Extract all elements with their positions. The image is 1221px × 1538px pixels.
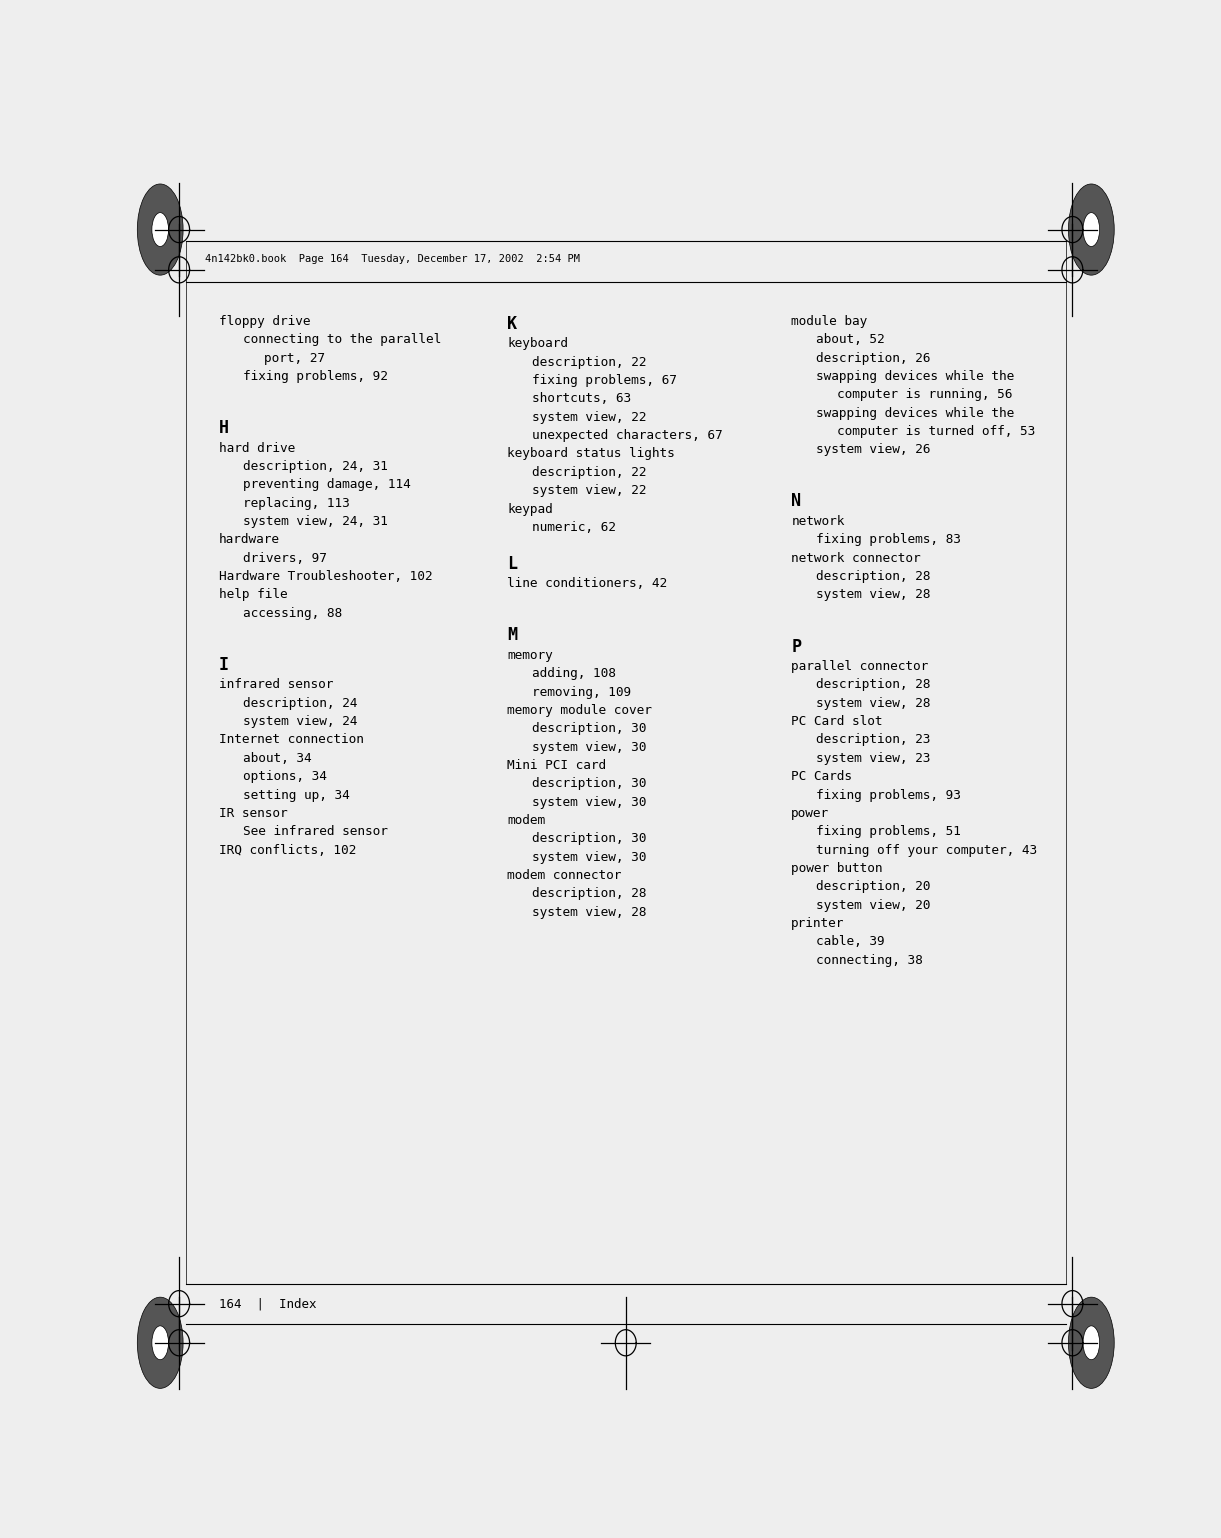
Text: network: network [791, 515, 845, 528]
Text: fixing problems, 51: fixing problems, 51 [816, 826, 961, 838]
Text: numeric, 62: numeric, 62 [532, 521, 615, 534]
Text: system view, 22: system view, 22 [532, 411, 646, 424]
Text: drivers, 97: drivers, 97 [243, 552, 327, 564]
Text: unexpected characters, 67: unexpected characters, 67 [532, 429, 723, 441]
Text: memory: memory [508, 649, 553, 661]
Text: description, 30: description, 30 [532, 832, 646, 846]
Text: keypad: keypad [508, 503, 553, 515]
Text: computer is turned off, 53: computer is turned off, 53 [836, 424, 1035, 438]
Text: Mini PCI card: Mini PCI card [508, 758, 607, 772]
Text: cable, 39: cable, 39 [816, 935, 884, 949]
Text: IR sensor: IR sensor [219, 807, 287, 820]
Ellipse shape [151, 1326, 168, 1360]
Text: system view, 28: system view, 28 [816, 697, 930, 709]
Text: network connector: network connector [791, 552, 921, 564]
Text: help file: help file [219, 589, 287, 601]
Text: system view, 22: system view, 22 [532, 484, 646, 497]
Ellipse shape [1083, 212, 1100, 246]
Text: setting up, 34: setting up, 34 [243, 789, 350, 801]
Text: adding, 108: adding, 108 [532, 667, 615, 680]
Text: PC Card slot: PC Card slot [791, 715, 883, 727]
Text: about, 34: about, 34 [243, 752, 313, 764]
Text: PC Cards: PC Cards [791, 771, 852, 783]
Text: Internet connection: Internet connection [219, 734, 364, 746]
Text: memory module cover: memory module cover [508, 704, 652, 717]
Text: removing, 109: removing, 109 [532, 686, 631, 698]
Text: description, 28: description, 28 [816, 678, 930, 692]
Text: description, 30: description, 30 [532, 777, 646, 791]
Text: fixing problems, 67: fixing problems, 67 [532, 374, 676, 388]
Text: N: N [791, 492, 801, 511]
Text: module bay: module bay [791, 315, 868, 328]
Text: modem connector: modem connector [508, 869, 621, 883]
Text: shortcuts, 63: shortcuts, 63 [532, 392, 631, 406]
Text: description, 28: description, 28 [532, 887, 646, 900]
Text: Hardware Troubleshooter, 102: Hardware Troubleshooter, 102 [219, 571, 432, 583]
Text: floppy drive: floppy drive [219, 315, 310, 328]
Text: power: power [791, 807, 829, 820]
Text: fixing problems, 92: fixing problems, 92 [243, 371, 388, 383]
Text: description, 22: description, 22 [532, 466, 646, 478]
Text: system view, 30: system view, 30 [532, 851, 646, 864]
Text: port, 27: port, 27 [264, 352, 325, 365]
Text: system view, 24, 31: system view, 24, 31 [243, 515, 388, 528]
Text: system view, 30: system view, 30 [532, 741, 646, 754]
Text: description, 24: description, 24 [243, 697, 358, 709]
Text: keyboard: keyboard [508, 337, 569, 351]
Text: infrared sensor: infrared sensor [219, 678, 333, 692]
Ellipse shape [1083, 1326, 1100, 1360]
Text: IRQ conflicts, 102: IRQ conflicts, 102 [219, 844, 357, 857]
Text: 164  |  Index: 164 | Index [219, 1297, 316, 1310]
Ellipse shape [1068, 185, 1115, 275]
Text: system view, 20: system view, 20 [816, 898, 930, 912]
Text: power button: power button [791, 861, 883, 875]
Text: printer: printer [791, 917, 845, 930]
Text: description, 28: description, 28 [816, 571, 930, 583]
Text: system view, 26: system view, 26 [816, 443, 930, 457]
Text: keyboard status lights: keyboard status lights [508, 448, 675, 460]
Text: swapping devices while the: swapping devices while the [816, 406, 1015, 420]
Text: parallel connector: parallel connector [791, 660, 929, 674]
Text: connecting, 38: connecting, 38 [816, 954, 923, 967]
Text: fixing problems, 83: fixing problems, 83 [816, 534, 961, 546]
Text: description, 24, 31: description, 24, 31 [243, 460, 388, 472]
Text: M: M [508, 626, 518, 644]
Text: system view, 28: system view, 28 [532, 906, 646, 918]
Text: description, 30: description, 30 [532, 723, 646, 735]
Text: description, 20: description, 20 [816, 880, 930, 894]
Text: replacing, 113: replacing, 113 [243, 497, 350, 509]
Text: system view, 28: system view, 28 [816, 589, 930, 601]
Text: swapping devices while the: swapping devices while the [816, 371, 1015, 383]
Text: fixing problems, 93: fixing problems, 93 [816, 789, 961, 801]
Ellipse shape [151, 212, 168, 246]
Text: turning off your computer, 43: turning off your computer, 43 [816, 844, 1037, 857]
Text: system view, 23: system view, 23 [816, 752, 930, 764]
Text: H: H [219, 418, 228, 437]
Text: hard drive: hard drive [219, 441, 295, 455]
Text: 4n142bk0.book  Page 164  Tuesday, December 17, 2002  2:54 PM: 4n142bk0.book Page 164 Tuesday, December… [205, 254, 580, 263]
Ellipse shape [137, 185, 183, 275]
Ellipse shape [137, 1297, 183, 1389]
Text: description, 23: description, 23 [816, 734, 930, 746]
Text: hardware: hardware [219, 534, 280, 546]
Text: description, 22: description, 22 [532, 355, 646, 369]
Text: computer is running, 56: computer is running, 56 [836, 388, 1012, 401]
Text: about, 52: about, 52 [816, 334, 884, 346]
Text: K: K [508, 315, 518, 332]
Text: options, 34: options, 34 [243, 771, 327, 783]
Text: line conditioners, 42: line conditioners, 42 [508, 577, 668, 591]
Text: accessing, 88: accessing, 88 [243, 608, 343, 620]
Text: I: I [219, 655, 228, 674]
Text: connecting to the parallel: connecting to the parallel [243, 334, 442, 346]
Ellipse shape [1068, 1297, 1115, 1389]
Text: preventing damage, 114: preventing damage, 114 [243, 478, 411, 491]
Text: description, 26: description, 26 [816, 352, 930, 365]
Text: See infrared sensor: See infrared sensor [243, 826, 388, 838]
Text: L: L [508, 555, 518, 572]
Text: system view, 30: system view, 30 [532, 795, 646, 809]
Text: P: P [791, 638, 801, 655]
Text: system view, 24: system view, 24 [243, 715, 358, 727]
Text: modem: modem [508, 814, 546, 827]
